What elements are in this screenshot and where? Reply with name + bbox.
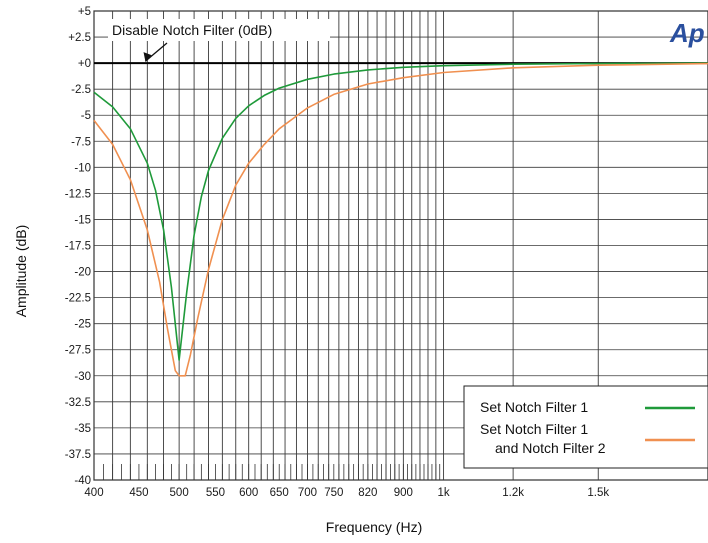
series-line-2 [93, 62, 708, 361]
series-lines [93, 62, 708, 377]
x-tick-label: 700 [298, 487, 317, 499]
x-tick-label: 900 [394, 487, 413, 499]
x-tick-label: 500 [170, 487, 189, 499]
x-tick-label: 650 [270, 487, 289, 499]
x-tick-label: 820 [358, 487, 377, 499]
y-tick-label: +5 [78, 6, 91, 18]
x-axis-label: Frequency (Hz) [326, 519, 422, 535]
y-tick-label: -25 [74, 319, 91, 331]
y-tick-label: -22.5 [65, 293, 91, 305]
y-tick-label: -17.5 [65, 241, 91, 253]
y-tick-label: -20 [74, 267, 91, 279]
x-tick-label: 450 [129, 487, 148, 499]
y-tick-labels: +5 +2.5 +0 -2.5 -5 -7.5 -10 -12.5 -15 -17.5 -20 -22… [65, 6, 91, 487]
y-tick-label: -37.5 [65, 449, 91, 461]
x-tick-labels: 400 450 500 550 600 650 700 750 820 900 1k 1.2k 1.5k [84, 487, 609, 499]
x-tick-label: 1k [437, 487, 449, 499]
annotation-background [108, 19, 330, 41]
legend-label: Set Notch Filter 1 [480, 399, 588, 415]
annotation-arrow-shaft [145, 42, 168, 62]
legend: Set Notch Filter 1 Set Notch Filter 1 and … [463, 385, 708, 469]
y-tick-label: -12.5 [65, 188, 91, 200]
x-tick-label: 1.2k [502, 487, 524, 499]
x-tick-label: 600 [239, 487, 258, 499]
y-tick-label: -10 [74, 162, 91, 174]
legend-box [463, 385, 708, 469]
y-tick-label: -7.5 [71, 136, 91, 148]
y-tick-label: -35 [74, 423, 91, 435]
y-tick-label: -27.5 [65, 345, 91, 357]
annotation-text: Disable Notch Filter (0dB) [112, 22, 272, 38]
annotation: Disable Notch Filter (0dB) [108, 19, 330, 63]
x-tick-label: 1.5k [587, 487, 609, 499]
y-tick-label: -5 [81, 110, 91, 122]
x-tick-label: 750 [324, 487, 343, 499]
annotation-arrow-head [143, 52, 152, 63]
y-tick-label: -15 [74, 214, 91, 226]
x-tick-label: 400 [84, 487, 103, 499]
y-tick-label: +0 [78, 58, 91, 70]
series-line-3 [93, 62, 708, 377]
y-tick-label: -40 [74, 475, 91, 487]
y-tick-label: -32.5 [65, 397, 91, 409]
y-tick-label: -2.5 [71, 84, 91, 96]
legend-label: Set Notch Filter 1 and Notch Filter 2 [480, 421, 606, 456]
x-tick-label: 550 [206, 487, 225, 499]
y-tick-label: -30 [74, 371, 91, 383]
logo-text: Ap [669, 18, 705, 48]
y-axis-label: Amplitude (dB) [13, 225, 29, 318]
y-tick-label: +2.5 [68, 32, 91, 44]
